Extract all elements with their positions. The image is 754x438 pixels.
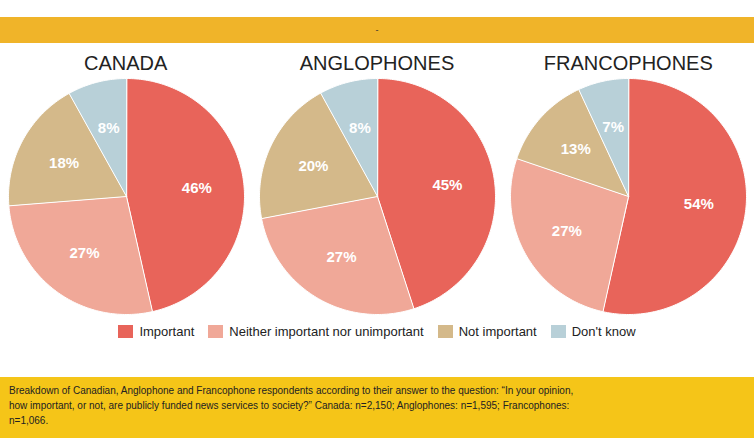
- html-text:Neither important nor unimport: Neither important nor unimportant: [229, 324, 424, 339]
- html-text:ANGLOPHONES: ANGLOPHONES: [299, 52, 455, 74]
- svg-text:27%: 27%: [552, 222, 582, 239]
- svg-text:54%: 54%: [684, 195, 714, 212]
- html-text:Not important: Not important: [458, 324, 537, 339]
- html-text:FRANCOPHONES: FRANCOPHONES: [543, 52, 713, 74]
- svg-text:45%: 45%: [432, 176, 462, 193]
- html-text:CANADA: CANADA: [84, 52, 168, 74]
- svg-text:20%: 20%: [298, 157, 328, 174]
- svg-text:8%: 8%: [349, 119, 371, 136]
- html-text:Breakdown of Canadian, Angloph: Breakdown of Canadian, Anglophone and Fr…: [9, 385, 574, 426]
- svg-text:46%: 46%: [182, 179, 212, 196]
- svg-text:13%: 13%: [561, 140, 591, 157]
- svg-text:8%: 8%: [98, 119, 120, 136]
- svg-text:27%: 27%: [326, 248, 356, 265]
- html-text:Don't know: Don't know: [571, 324, 636, 339]
- svg-text:18%: 18%: [49, 154, 79, 171]
- svg-text:7%: 7%: [603, 118, 625, 135]
- svg-text:27%: 27%: [69, 244, 99, 261]
- html-text:Important: Important: [139, 324, 195, 339]
